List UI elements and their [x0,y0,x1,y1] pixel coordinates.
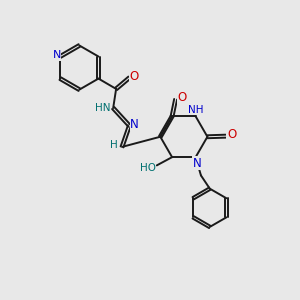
Text: N: N [193,157,202,169]
Text: O: O [227,128,236,141]
Text: HN: HN [95,103,111,113]
Text: N: N [52,50,61,60]
Text: HO: HO [140,163,156,173]
Text: NH: NH [188,105,204,115]
Text: O: O [178,91,187,104]
Text: O: O [129,70,138,83]
Text: N: N [130,118,139,131]
Text: H: H [110,140,118,150]
